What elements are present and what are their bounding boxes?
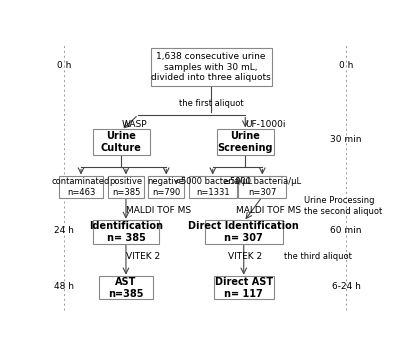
FancyBboxPatch shape (189, 176, 237, 198)
FancyBboxPatch shape (205, 220, 282, 244)
Text: 1,638 consecutive urine
samples with 30 mL,
divided into three aliquots: 1,638 consecutive urine samples with 30 … (151, 52, 271, 82)
Text: AST
n=385: AST n=385 (108, 277, 144, 299)
Text: 6-24 h: 6-24 h (332, 282, 360, 291)
Text: positive
n=385: positive n=385 (109, 177, 142, 197)
Text: the third aliquot: the third aliquot (284, 252, 352, 261)
FancyBboxPatch shape (151, 48, 272, 86)
FancyBboxPatch shape (93, 220, 159, 244)
FancyBboxPatch shape (59, 176, 103, 198)
Text: <5000 bacteria/μL
n=1331: <5000 bacteria/μL n=1331 (174, 177, 252, 197)
Text: Urine Processing
the second aliquot: Urine Processing the second aliquot (304, 196, 382, 216)
Text: Identification
n= 385: Identification n= 385 (89, 221, 163, 243)
Text: ≥5000 bacteria/μL
n=307: ≥5000 bacteria/μL n=307 (223, 177, 302, 197)
Text: Direct AST
n= 117: Direct AST n= 117 (215, 277, 273, 299)
Text: VITEK 2: VITEK 2 (228, 252, 262, 261)
FancyBboxPatch shape (238, 176, 286, 198)
Text: 48 h: 48 h (54, 282, 74, 291)
Text: Direct Identification
n= 307: Direct Identification n= 307 (188, 221, 299, 243)
Text: UF-1000i: UF-1000i (245, 120, 286, 129)
Text: contaminated
n=463: contaminated n=463 (52, 177, 110, 197)
Text: negative
n=790: negative n=790 (148, 177, 185, 197)
FancyBboxPatch shape (214, 276, 274, 299)
Text: the first aliquot: the first aliquot (179, 99, 244, 108)
Text: MALDI TOF MS: MALDI TOF MS (126, 206, 191, 215)
Text: MALDI TOF MS: MALDI TOF MS (236, 206, 301, 215)
FancyBboxPatch shape (93, 129, 150, 155)
FancyBboxPatch shape (148, 176, 184, 198)
Text: 30 min: 30 min (330, 135, 362, 144)
Text: VITEK 2: VITEK 2 (126, 252, 160, 261)
FancyBboxPatch shape (108, 176, 144, 198)
Text: 60 min: 60 min (330, 226, 362, 235)
FancyBboxPatch shape (99, 276, 153, 299)
FancyBboxPatch shape (217, 129, 274, 155)
Text: Urine
Screening: Urine Screening (218, 131, 273, 153)
Text: 0 h: 0 h (339, 61, 353, 70)
Text: 0 h: 0 h (57, 61, 71, 70)
Text: Urine
Culture: Urine Culture (101, 131, 142, 153)
Text: 24 h: 24 h (54, 226, 74, 235)
Text: WASP: WASP (121, 120, 147, 129)
